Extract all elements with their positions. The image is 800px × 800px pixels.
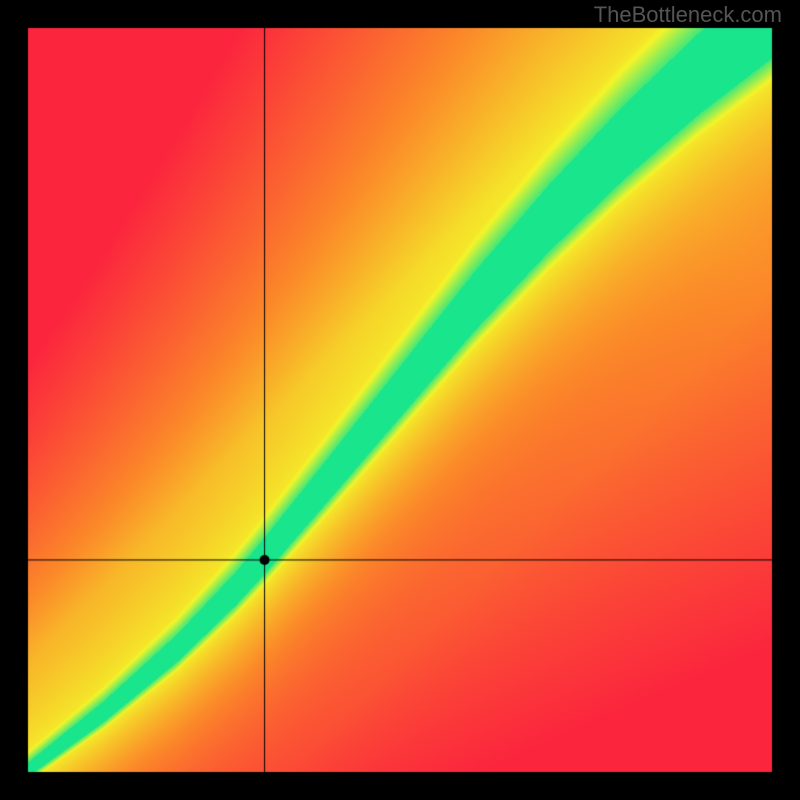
bottleneck-heatmap: [0, 0, 800, 800]
chart-container: TheBottleneck.com: [0, 0, 800, 800]
watermark-text: TheBottleneck.com: [594, 2, 782, 28]
